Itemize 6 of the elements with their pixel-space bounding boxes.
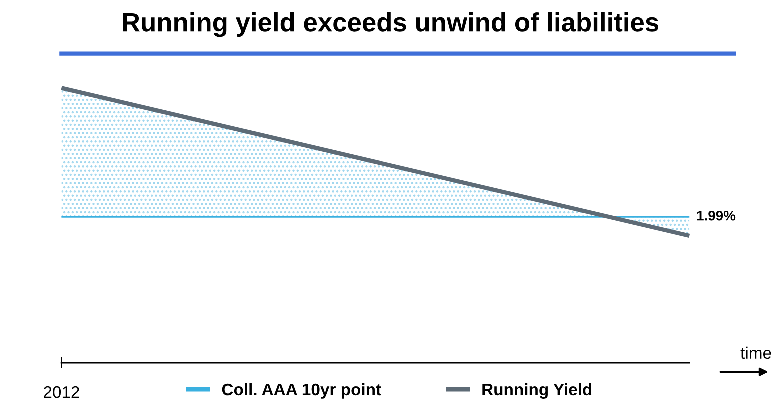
legend-label: Coll. AAA 10yr point: [222, 383, 382, 399]
annotation: 1.99%: [697, 210, 736, 221]
legend-label: Running Yield: [482, 383, 592, 399]
text: time: [740, 346, 772, 360]
chart-title: Running yield exceeds unwind of liabilities: [123, 12, 659, 38]
text: 2012: [44, 386, 80, 398]
